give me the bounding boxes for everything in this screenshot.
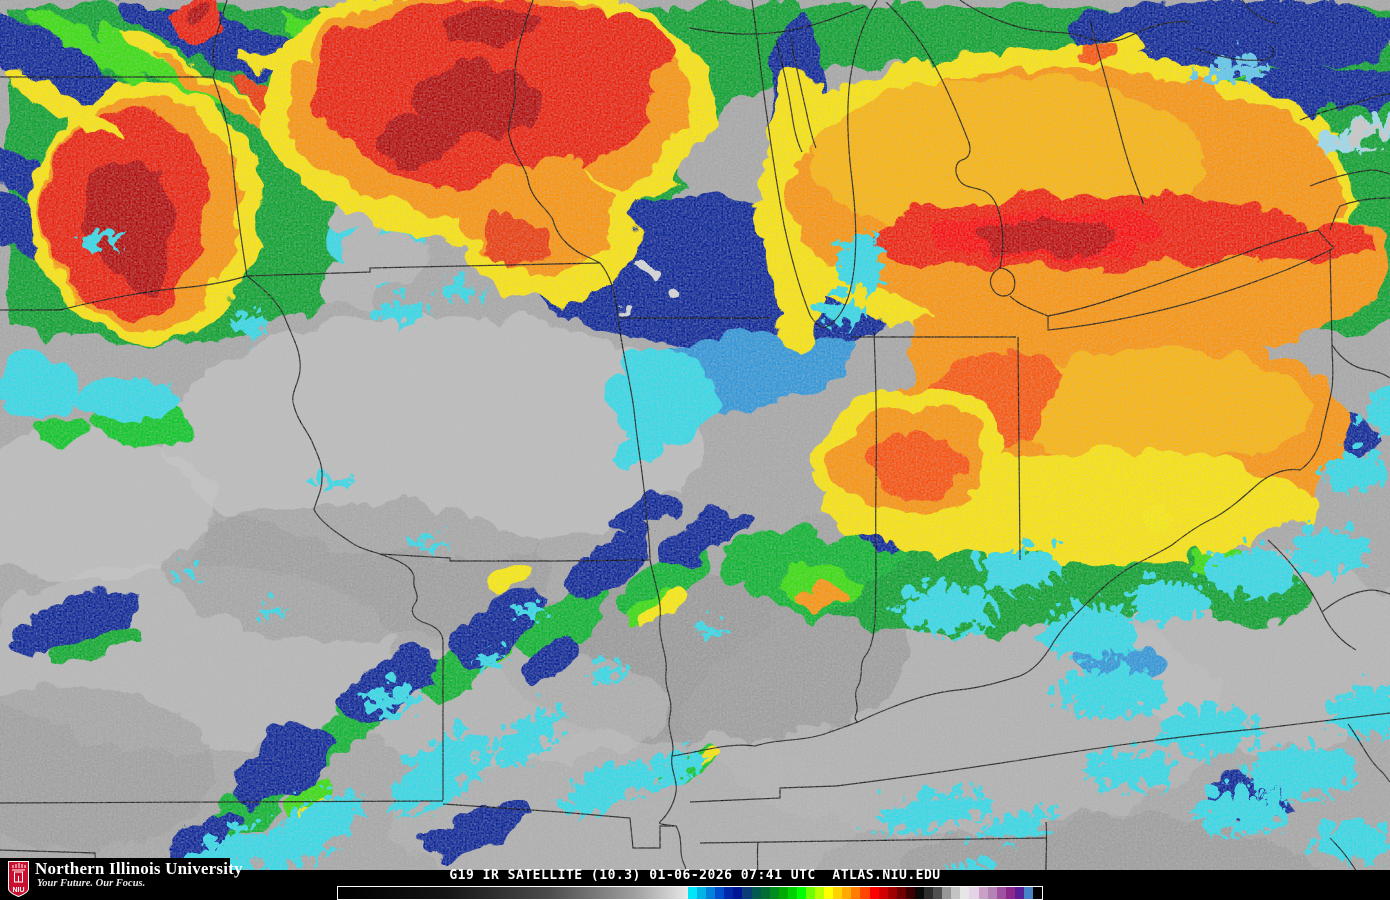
colorbar-segment — [878, 887, 888, 899]
colorbar-segment — [978, 887, 988, 899]
colorbar-segments — [688, 887, 1043, 899]
colorbar-segment — [724, 887, 734, 899]
colorbar-segment — [742, 887, 752, 899]
colorbar-segment — [887, 887, 897, 899]
colorbar-segment — [760, 887, 770, 899]
colorbar-segment — [860, 887, 870, 899]
colorbar-segment — [815, 887, 825, 899]
colorbar-segment — [1014, 887, 1024, 899]
colorbar-segment — [1032, 887, 1043, 899]
colorbar-segment — [751, 887, 761, 899]
colorbar-segment — [924, 887, 934, 899]
colorbar-segment — [1005, 887, 1015, 899]
niu-shield-logo: NIU — [8, 861, 29, 897]
niu-logo-block — [0, 858, 230, 900]
colorbar-segment — [933, 887, 943, 899]
colorbar-segment — [942, 887, 952, 899]
colorbar-segment — [896, 887, 906, 899]
colorbar-segment — [706, 887, 716, 899]
colorbar-segment — [1023, 887, 1033, 899]
colorbar-segment — [905, 887, 915, 899]
colorbar-segment — [688, 887, 698, 899]
colorbar-segment — [806, 887, 816, 899]
university-name: Northern Illinois University — [35, 859, 243, 878]
colorbar-segment — [969, 887, 979, 899]
colorbar-segment — [833, 887, 843, 899]
satellite-caption: G19 IR SATELLITE (10.3) 01-06-2026 07:41… — [449, 868, 941, 883]
colorbar-segment — [951, 887, 961, 899]
colorbar-segment — [987, 887, 997, 899]
colorbar-segment — [796, 887, 807, 899]
colorbar-grayscale-ramp — [338, 887, 688, 899]
university-tagline: Your Future. Our Focus. — [37, 878, 146, 889]
colorbar-segment — [769, 887, 779, 899]
colorbar-segment — [824, 887, 834, 899]
temperature-colorbar — [337, 886, 1043, 900]
colorbar-segment — [778, 887, 788, 899]
colorbar-segment — [697, 887, 707, 899]
colorbar-segment — [851, 887, 861, 899]
colorbar-segment — [715, 887, 725, 899]
colorbar-segment — [733, 887, 743, 899]
colorbar-segment — [842, 887, 852, 899]
colorbar-segment — [914, 887, 925, 899]
colorbar-segment — [996, 887, 1006, 899]
colorbar-segment — [869, 887, 879, 899]
niu-acronym: NIU — [12, 887, 24, 894]
colorbar-segment — [787, 887, 797, 899]
colorbar-segment — [960, 887, 970, 899]
